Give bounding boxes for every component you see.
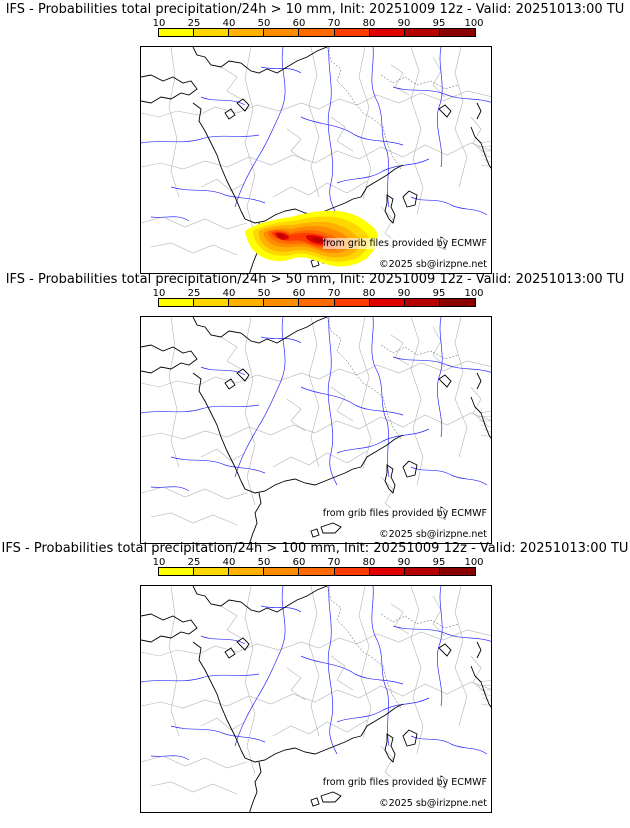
data-source-credit: from grib files provided by ECMWF: [322, 238, 487, 249]
map-panel-100mm: IFS - Probabilities total precipitation/…: [0, 539, 630, 813]
colorbar-tick: 10: [152, 288, 166, 299]
colorbar-tick: 70: [327, 18, 341, 29]
colorbar-swatch: [264, 568, 300, 575]
probability-colorbar: 10 25 40 50 60 70 80 90 95 100: [153, 557, 484, 579]
colorbar-tick: 60: [292, 288, 306, 299]
map-frame: from grib files provided by ECMWF ©2025 …: [140, 585, 492, 813]
colorbar-swatch: [264, 299, 300, 306]
map-frame: from grib files provided by ECMWF ©2025 …: [140, 316, 492, 544]
colorbar-tick: 95: [432, 557, 446, 568]
colorbar-swatch: [299, 568, 335, 575]
colorbar-swatch: [404, 299, 440, 306]
colorbar-swatch: [334, 568, 370, 575]
map-panel-10mm: IFS - Probabilities total precipitation/…: [0, 0, 630, 274]
colorbar-tick: 100: [464, 288, 484, 299]
colorbar-swatch: [194, 568, 230, 575]
map-frame: from grib files provided by ECMWF ©2025 …: [140, 46, 492, 274]
colorbar-swatch: [299, 29, 335, 36]
colorbar-swatch: [159, 299, 195, 306]
colorbar-tick: 70: [327, 288, 341, 299]
colorbar-swatch: [159, 568, 195, 575]
colorbar-swatch: [439, 568, 475, 575]
colorbar-swatch: [404, 29, 440, 36]
colorbar-tick: 10: [152, 18, 166, 29]
colorbar-tick-labels: 10 25 40 50 60 70 80 90 95 100: [153, 18, 484, 29]
colorbar-tick: 90: [397, 557, 411, 568]
colorbar-swatch: [194, 299, 230, 306]
colorbar-swatch: [369, 299, 405, 306]
copyright-notice: ©2025 sb@irizpne.net: [379, 798, 487, 809]
colorbar-tick: 100: [464, 18, 484, 29]
colorbar-tick: 10: [152, 557, 166, 568]
panel-title: IFS - Probabilities total precipitation/…: [5, 2, 625, 17]
data-source-credit: from grib files provided by ECMWF: [322, 508, 487, 519]
basemap: [141, 586, 491, 812]
colorbar-tick: 80: [362, 288, 376, 299]
basemap: [141, 47, 491, 273]
precip-contour-90: [278, 234, 327, 243]
colorbar-tick: 80: [362, 557, 376, 568]
colorbar-tick: 70: [327, 557, 341, 568]
colorbar-swatches: [158, 28, 476, 37]
colorbar-tick: 95: [432, 288, 446, 299]
colorbar-swatch: [229, 29, 265, 36]
colorbar-tick: 50: [257, 557, 271, 568]
colorbar-swatch: [299, 299, 335, 306]
copyright-notice: ©2025 sb@irizpne.net: [379, 259, 487, 270]
colorbar-tick: 90: [397, 18, 411, 29]
data-source-credit: from grib files provided by ECMWF: [322, 777, 487, 788]
colorbar-tick-labels: 10 25 40 50 60 70 80 90 95 100: [153, 288, 484, 299]
colorbar-swatches: [158, 567, 476, 576]
colorbar-tick: 50: [257, 288, 271, 299]
colorbar-swatch: [334, 29, 370, 36]
colorbar-tick: 100: [464, 557, 484, 568]
colorbar-tick: 90: [397, 288, 411, 299]
probability-colorbar: 10 25 40 50 60 70 80 90 95 100: [153, 288, 484, 310]
colorbar-swatch: [334, 299, 370, 306]
panel-title: IFS - Probabilities total precipitation/…: [5, 272, 625, 287]
colorbar-swatch: [369, 568, 405, 575]
colorbar-swatch: [159, 29, 195, 36]
colorbar-tick: 25: [187, 18, 201, 29]
colorbar-tick: 25: [187, 557, 201, 568]
colorbar-tick: 50: [257, 18, 271, 29]
colorbar-swatch: [194, 29, 230, 36]
colorbar-tick: 80: [362, 18, 376, 29]
colorbar-tick: 60: [292, 557, 306, 568]
probability-colorbar: 10 25 40 50 60 70 80 90 95 100: [153, 18, 484, 40]
colorbar-swatch: [439, 299, 475, 306]
map-panel-50mm: IFS - Probabilities total precipitation/…: [0, 270, 630, 544]
colorbar-tick: 40: [222, 18, 236, 29]
copyright-notice: ©2025 sb@irizpne.net: [379, 529, 487, 540]
colorbar-tick: 40: [222, 557, 236, 568]
basemap: [141, 317, 491, 543]
colorbar-tick: 60: [292, 18, 306, 29]
colorbar-swatch: [439, 29, 475, 36]
colorbar-swatch: [369, 29, 405, 36]
colorbar-tick: 95: [432, 18, 446, 29]
colorbar-swatch: [264, 29, 300, 36]
colorbar-swatch: [229, 299, 265, 306]
colorbar-swatch: [404, 568, 440, 575]
colorbar-swatch: [229, 568, 265, 575]
panel-title: IFS - Probabilities total precipitation/…: [1, 541, 629, 556]
colorbar-tick-labels: 10 25 40 50 60 70 80 90 95 100: [153, 557, 484, 568]
colorbar-tick: 40: [222, 288, 236, 299]
colorbar-tick: 25: [187, 288, 201, 299]
colorbar-swatches: [158, 298, 476, 307]
